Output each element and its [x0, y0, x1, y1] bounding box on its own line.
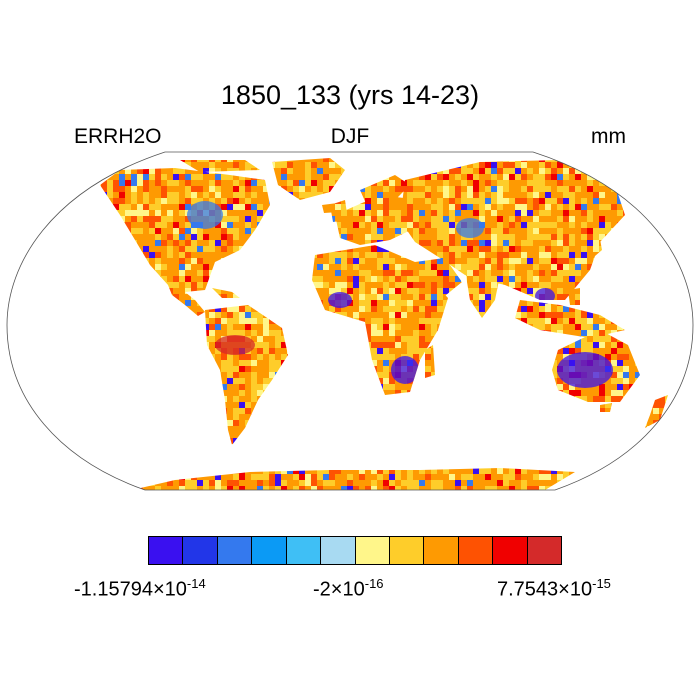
- colorbar-max-label: 7.7543×10-15: [497, 576, 611, 601]
- globe-outline: [6, 151, 694, 491]
- plot-title: 1850_133 (yrs 14-23): [220, 80, 480, 110]
- colorbar-mid-label: -2×10-16: [313, 576, 384, 601]
- season-label: DJF: [330, 125, 370, 148]
- colorbar-box-8: [424, 537, 459, 564]
- colorbar-box-10: [493, 537, 528, 564]
- colorbar-box-9: [458, 537, 494, 564]
- variable-label: ERRH2O: [74, 125, 162, 148]
- colorbar-box-11: [527, 537, 562, 564]
- colorbar-box-6: [355, 537, 390, 564]
- colorbar-box-0: [149, 537, 184, 564]
- colorbar-box-2: [217, 537, 253, 564]
- colorbar-box-5: [321, 537, 356, 564]
- colorbar-box-3: [252, 537, 287, 564]
- colorbar-min-label: -1.15794×10-14: [74, 576, 206, 601]
- land-field-layer: [100, 158, 668, 490]
- colorbar-box-7: [389, 537, 425, 564]
- colorbar: [148, 536, 562, 565]
- colorbar-box-1: [183, 537, 218, 564]
- colorbar-box-4: [286, 537, 322, 564]
- units-label: mm: [591, 125, 626, 148]
